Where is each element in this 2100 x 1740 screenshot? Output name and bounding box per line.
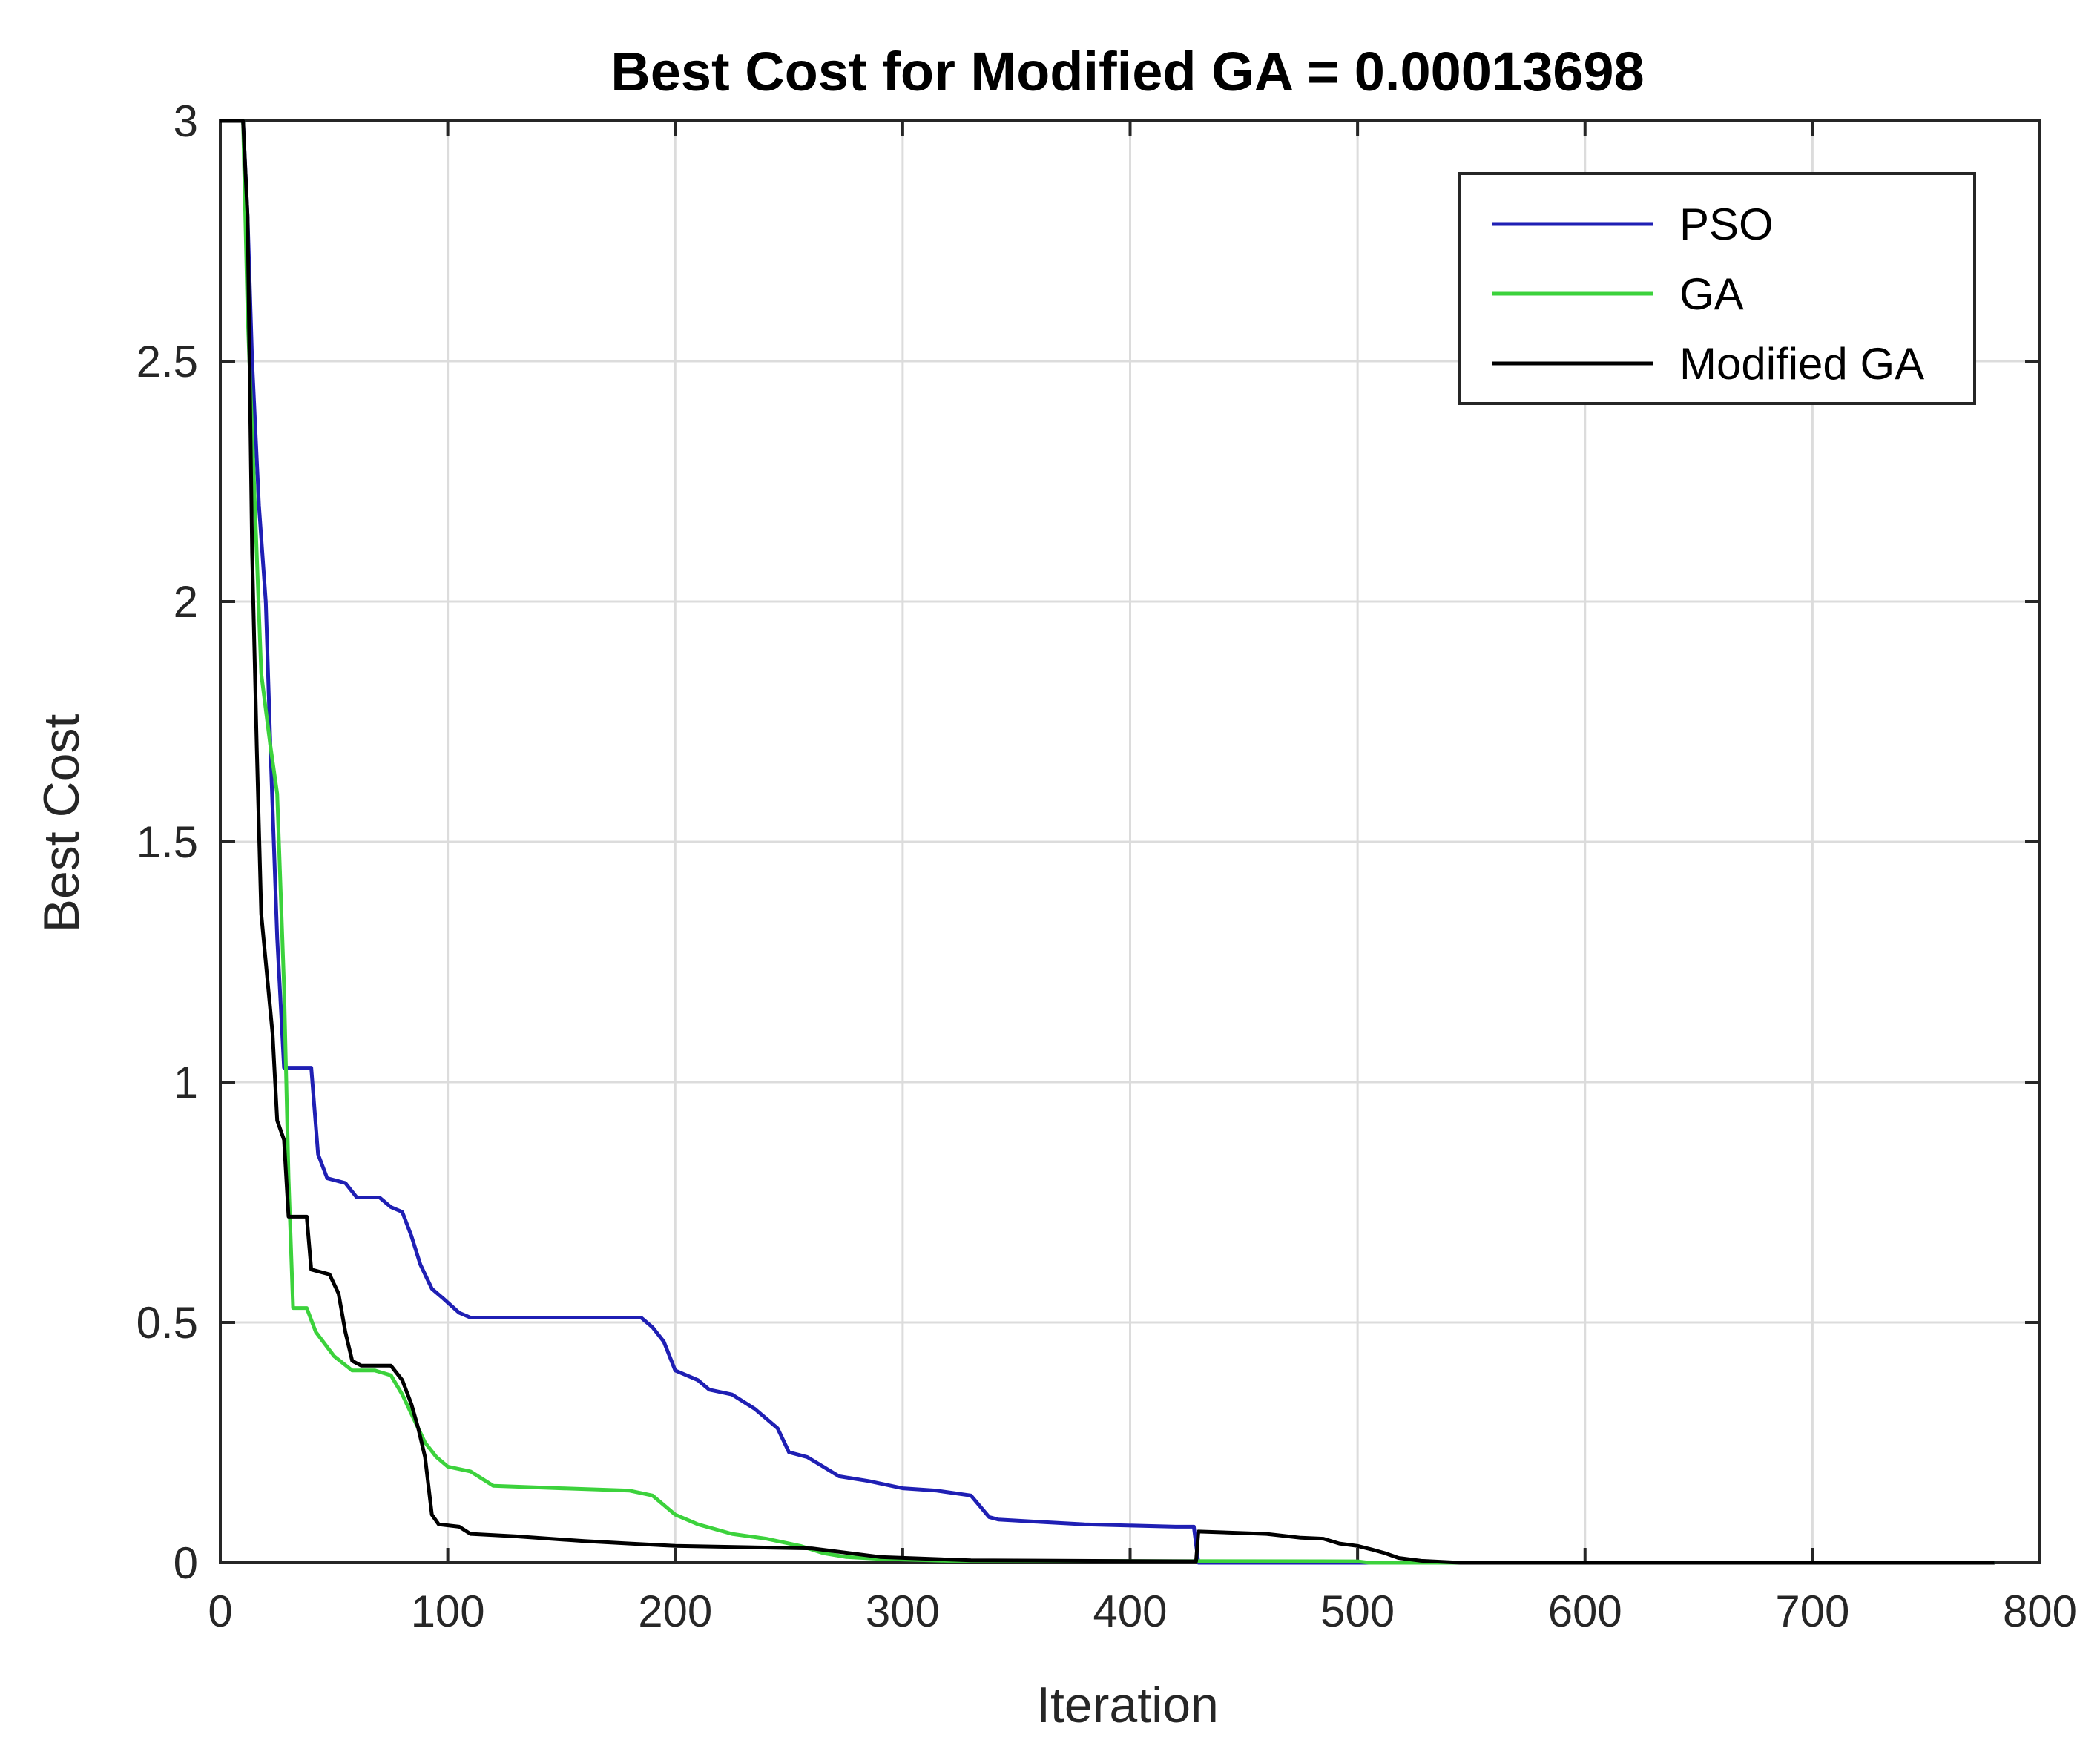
- x-tick-label: 400: [1093, 1586, 1167, 1636]
- x-tick-label: 500: [1320, 1586, 1395, 1636]
- series-line-modified-ga: [220, 119, 1995, 1565]
- x-tick-label: 700: [1775, 1586, 1849, 1636]
- legend-label-modified-ga: Modified GA: [1679, 339, 1924, 389]
- legend-label-ga: GA: [1679, 269, 1744, 319]
- x-tick-label: 0: [208, 1586, 232, 1636]
- x-tick-label: 300: [866, 1586, 940, 1636]
- x-tick-label: 200: [638, 1586, 712, 1636]
- y-axis-label: Best Cost: [33, 714, 90, 933]
- y-tick-label: 0.5: [136, 1298, 198, 1348]
- x-axis-label: Iteration: [1036, 1677, 1219, 1733]
- legend-label-pso: PSO: [1679, 200, 1774, 249]
- y-tick-label: 0: [174, 1538, 198, 1588]
- x-tick-label: 800: [2003, 1586, 2077, 1636]
- y-tick-label: 1: [174, 1058, 198, 1107]
- y-tick-label: 3: [174, 96, 198, 146]
- chart-title: Best Cost for Modified GA = 0.00013698: [610, 41, 1644, 102]
- x-tick-label: 100: [411, 1586, 485, 1636]
- x-tick-label: 600: [1548, 1586, 1622, 1636]
- series-line-pso: [220, 119, 1995, 1565]
- y-tick-label: 2.5: [136, 337, 198, 386]
- legend: PSO GA Modified GA: [1458, 172, 1976, 405]
- y-tick-label: 1.5: [136, 817, 198, 867]
- y-tick-label: 2: [174, 577, 198, 627]
